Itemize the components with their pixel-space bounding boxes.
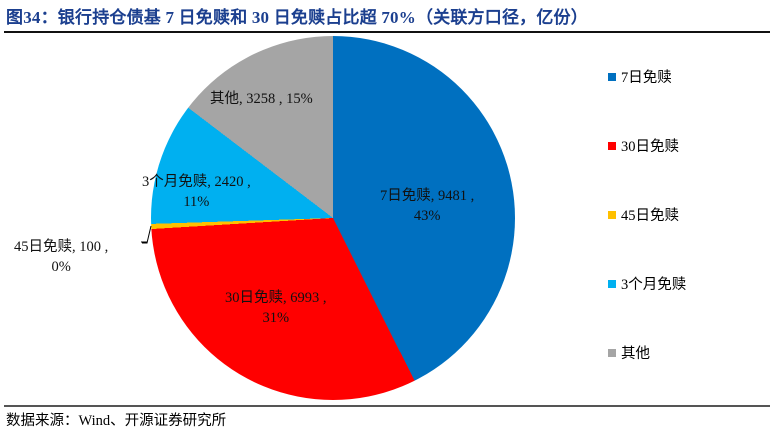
leader-line-45day	[141, 225, 152, 244]
data-label-3month: 3个月免赎, 2420 , 11%	[142, 172, 251, 212]
legend-item-45day: 45日免赎	[608, 204, 679, 225]
legend-label-7day: 7日免赎	[621, 70, 672, 86]
figure-title: 图34：银行持仓债基 7 日免赎和 30 日免赎占比超 70%（关联方口径，亿份…	[6, 8, 588, 27]
legend-label-30day: 30日免赎	[621, 139, 679, 155]
data-label-other: 其他, 3258 , 15%	[210, 89, 313, 109]
data-label-7day-line2: 43%	[413, 208, 441, 224]
data-label-30day-line1: 30日免赎, 6993 ,	[225, 290, 327, 306]
bottom-rule	[4, 405, 770, 407]
legend-label-3month: 3个月免赎	[621, 277, 687, 293]
legend-swatch-45day	[608, 210, 616, 219]
data-label-30day: 30日免赎, 6993 , 31%	[225, 288, 327, 328]
legend-item-7day: 7日免赎	[608, 66, 672, 87]
data-label-30day-line2: 31%	[262, 310, 290, 326]
data-label-3month-line1: 3个月免赎, 2420 ,	[142, 174, 251, 190]
data-label-7day: 7日免赎, 9481 , 43%	[380, 186, 474, 226]
top-rule	[4, 31, 770, 33]
pie-chart	[151, 36, 515, 400]
data-label-7day-line1: 7日免赎, 9481 ,	[380, 188, 475, 204]
data-label-45day-line1: 45日免赎, 100 ,	[14, 239, 109, 255]
data-source: 数据来源：Wind、开源证券研究所	[6, 413, 227, 429]
data-label-3month-line2: 11%	[183, 194, 210, 210]
data-label-45day-line2: 0%	[51, 259, 71, 275]
legend-item-other: 其他	[608, 342, 650, 363]
legend-label-other: 其他	[621, 346, 650, 362]
data-label-other-line1: 其他, 3258 , 15%	[210, 91, 313, 107]
legend-swatch-3month	[608, 279, 616, 288]
legend-swatch-7day	[608, 72, 616, 81]
data-label-45day: 45日免赎, 100 , 0%	[14, 237, 108, 277]
legend-item-30day: 30日免赎	[608, 135, 679, 156]
legend-item-3month: 3个月免赎	[608, 273, 686, 294]
legend-swatch-30day	[608, 141, 616, 150]
legend-swatch-other	[608, 348, 616, 357]
legend-label-45day: 45日免赎	[621, 208, 679, 224]
